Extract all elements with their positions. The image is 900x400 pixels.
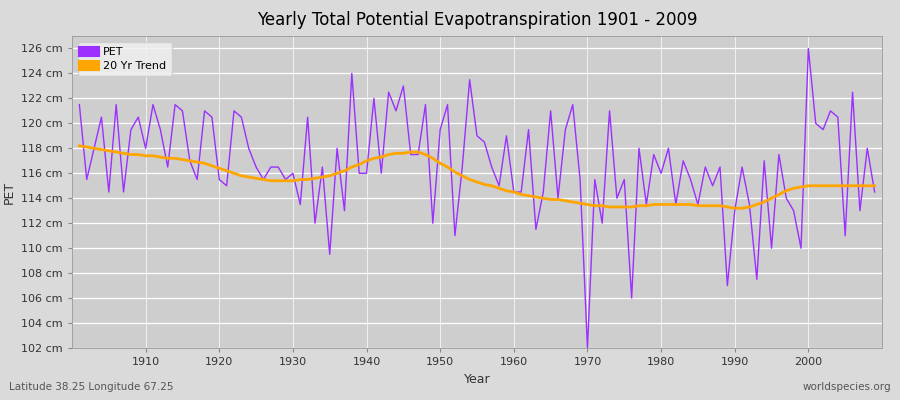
Y-axis label: PET: PET (3, 180, 15, 204)
PET (295, 202, 306, 207)
20 Yr Trend (597, 203, 608, 208)
PET (604, 108, 615, 113)
Legend: PET, 20 Yr Trend: PET, 20 Yr Trend (77, 42, 172, 76)
X-axis label: Year: Year (464, 372, 490, 386)
PET (869, 190, 880, 194)
Text: worldspecies.org: worldspecies.org (803, 382, 891, 392)
20 Yr Trend (501, 188, 512, 193)
20 Yr Trend (508, 190, 519, 194)
PET (803, 46, 814, 51)
Line: PET: PET (79, 48, 875, 348)
20 Yr Trend (74, 144, 85, 148)
PET (582, 346, 593, 350)
20 Yr Trend (729, 206, 740, 211)
20 Yr Trend (339, 168, 350, 173)
PET (501, 134, 512, 138)
20 Yr Trend (295, 177, 306, 182)
PET (74, 102, 85, 107)
PET (508, 190, 519, 194)
PET (133, 115, 144, 120)
Title: Yearly Total Potential Evapotranspiration 1901 - 2009: Yearly Total Potential Evapotranspiratio… (256, 11, 698, 29)
PET (339, 208, 350, 213)
Line: 20 Yr Trend: 20 Yr Trend (79, 146, 875, 208)
20 Yr Trend (869, 183, 880, 188)
20 Yr Trend (133, 152, 144, 157)
Text: Latitude 38.25 Longitude 67.25: Latitude 38.25 Longitude 67.25 (9, 382, 174, 392)
